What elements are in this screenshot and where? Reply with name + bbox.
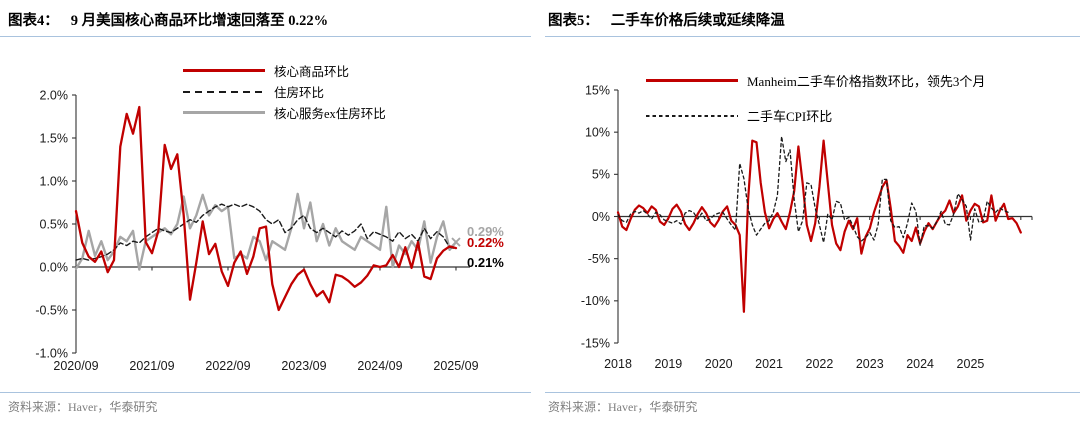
legend-swatch-manheim-used-vehicle-index-mom — [646, 79, 738, 82]
legend-label-used-car-cpi-mom: 二手车CPI环比 — [747, 109, 833, 124]
legend-item-core-services-ex-housing-mom: 核心服务ex住房环比 — [183, 103, 386, 122]
figure-4-chart-area: 2.0% 1.5% 1.0% 0.5% 0.0% -0.5% -1.0% 2020/09 202… — [0, 40, 540, 385]
series-housing-mom-line — [75, 203, 457, 261]
figure-5-chart-area: 15% 10% 5% 0% -5% -10% -15% 2018 2019 2020 2021 202… — [540, 40, 1080, 385]
legend-item-used-car-cpi-mom: 二手车CPI环比 — [646, 106, 985, 125]
figure-4-legend: 核心商品环比 住房环比核心服务ex住房环比 — [183, 61, 386, 124]
figure-4-source-divider — [0, 392, 531, 393]
x-tick-label: 2022 — [806, 357, 834, 371]
legend-label-core-services-ex-housing-mom: 核心服务ex住房环比 — [274, 107, 386, 121]
y-tick-label: 15% — [585, 83, 610, 97]
legend-swatch-used-car-cpi-mom — [646, 114, 738, 117]
figure-5-source-note: 资料来源：Haver，华泰研究 — [548, 400, 698, 414]
x-tick-label: 2023/09 — [281, 359, 326, 373]
core-goods-chart: 2.0% 1.5% 1.0% 0.5% 0.0% -0.5% -1.0%2020/09 202… — [35, 88, 478, 373]
legend-swatch-core-services-ex-housing-mom — [183, 111, 265, 114]
series-core-services-ex-housing-mom-end-marker — [451, 237, 461, 247]
y-tick-label: -5% — [588, 252, 610, 266]
series-used-car-cpi-mom-line — [617, 135, 1009, 246]
y-tick-label: 1.5% — [40, 131, 69, 145]
x-tick-label: 2020/09 — [53, 359, 98, 373]
y-tick-label: -1.0% — [35, 346, 68, 360]
legend-label-housing-mom: 住房环比 — [274, 86, 325, 100]
figure-4-source-note: 资料来源：Haver，华泰研究 — [8, 400, 158, 414]
y-tick-label: -0.5% — [35, 303, 68, 317]
x-tick-label: 2020 — [705, 357, 733, 371]
x-tick-label: 2024 — [906, 357, 934, 371]
figure-5-legend: Manheim二手车价格指数环比，领先3个月 二手车CPI环比 — [646, 71, 985, 141]
y-tick-label: 2.0% — [40, 88, 69, 102]
y-tick-label: -10% — [581, 294, 610, 308]
y-tick-label: 1.0% — [40, 174, 69, 188]
x-tick-label: 2023 — [856, 357, 884, 371]
x-tick-label: 2022/09 — [205, 359, 250, 373]
series-core-services-ex-housing-mom-line — [74, 192, 458, 271]
end-label-housing: 0.21% — [467, 255, 504, 270]
figure-5-title-text: 二手车价格后续或延续降温 — [610, 13, 785, 29]
x-tick-label: 2018 — [604, 357, 632, 371]
y-tick-label: 10% — [585, 126, 610, 140]
legend-item-core-goods-mom: 核心商品环比 — [183, 61, 386, 80]
x-tick-label: 2025 — [957, 357, 985, 371]
x-tick-label: 2024/09 — [357, 359, 402, 373]
figure-5-panel: 图表5： 二手车价格后续或延续降温 15% 10% 5% 0% -5% -10% -15% 20… — [540, 0, 1080, 425]
legend-label-core-goods-mom: 核心商品环比 — [274, 65, 350, 79]
figure-4-tag: 图表4： — [8, 13, 59, 29]
legend-item-housing-mom: 住房环比 — [183, 82, 386, 101]
legend-label-manheim-used-vehicle-index-mom: Manheim二手车价格指数环比，领先3个月 — [747, 74, 986, 89]
legend-swatch-housing-mom — [183, 90, 265, 93]
end-label-core-goods: 0.22% — [467, 235, 504, 250]
legend-swatch-core-goods-mom — [183, 69, 265, 72]
end-label-core-services: 0.29% — [467, 224, 504, 239]
x-tick-label: 2025/09 — [433, 359, 478, 373]
figure-5-title-divider — [545, 36, 1080, 37]
figure-5-source-divider — [545, 392, 1080, 393]
x-tick-label: 2019 — [654, 357, 682, 371]
y-tick-label: -15% — [581, 336, 610, 350]
x-tick-label: 2021/09 — [129, 359, 174, 373]
x-tick-label: 2021 — [755, 357, 783, 371]
figure-5-title: 图表5： 二手车价格后续或延续降温 — [548, 9, 785, 30]
legend-item-manheim-used-vehicle-index-mom: Manheim二手车价格指数环比，领先3个月 — [646, 71, 985, 90]
figure-4-title: 图表4： 9 月美国核心商品环比增速回落至 0.22% — [8, 9, 328, 30]
used-car-chart: 15% 10% 5% 0% -5% -10% -15% 2018 2019 2020 2021 202… — [581, 83, 1033, 371]
y-tick-label: 0% — [592, 210, 610, 224]
y-tick-label: 0.0% — [40, 260, 69, 274]
figure-4-title-text: 9 月美国核心商品环比增速回落至 0.22% — [70, 13, 329, 29]
y-tick-label: 0.5% — [40, 217, 69, 231]
y-tick-label: 5% — [592, 168, 610, 182]
series-core-goods-mom-line — [74, 105, 458, 312]
figure-5-tag: 图表5： — [548, 13, 599, 29]
figure-4-title-divider — [0, 36, 531, 37]
figure-4-panel: 图表4： 9 月美国核心商品环比增速回落至 0.22% 2.0% 1.5% 1.0% 0… — [0, 9, 540, 414]
